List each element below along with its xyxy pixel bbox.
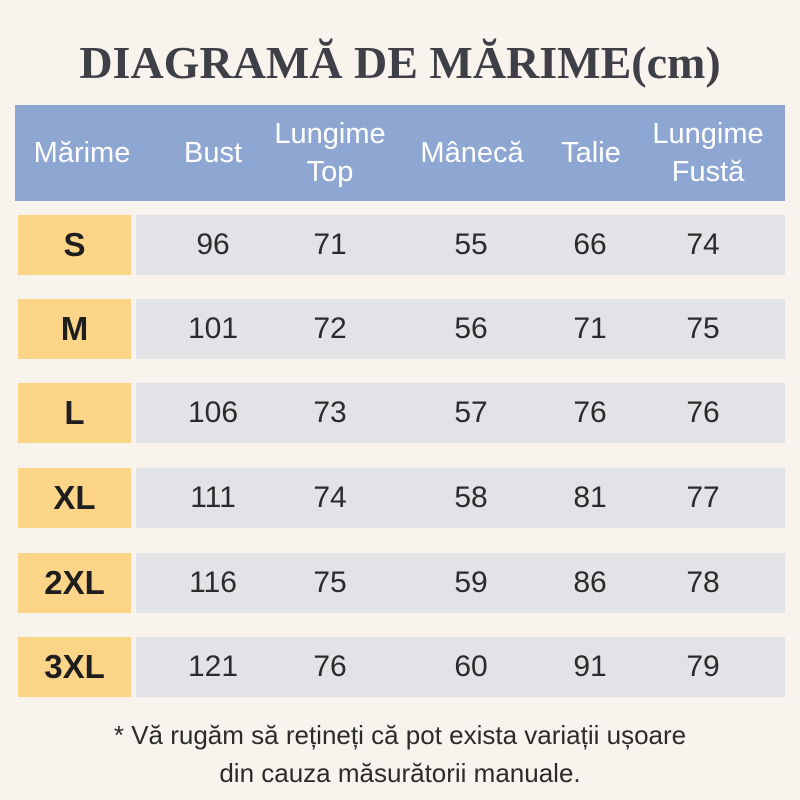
waist-value: 66: [573, 228, 607, 261]
table-row: XL 111 74 58 81 77: [15, 468, 785, 528]
table-row: 3XL 121 76 60 91 79: [15, 637, 785, 697]
sleeve-value: 57: [454, 396, 488, 429]
row-data-background: [136, 637, 785, 697]
header-waist: Talie: [561, 137, 621, 169]
top-length-value: 73: [313, 396, 347, 429]
table-row: S 96 71 55 66 74: [15, 215, 785, 275]
bust-value: 106: [187, 396, 239, 429]
top-length-value: 76: [313, 650, 347, 683]
waist-value: 71: [573, 312, 607, 345]
row-data-background: [136, 553, 785, 613]
waist-value: 86: [573, 566, 607, 599]
row-data-background: [136, 299, 785, 359]
row-data-background: [136, 383, 785, 443]
size-cell: XL: [18, 468, 131, 528]
top-length-value: 74: [313, 481, 347, 514]
header-top-length: Lungime Top: [274, 118, 386, 188]
sleeve-value: 59: [454, 566, 488, 599]
table-row: 2XL 116 75 59 86 78: [15, 553, 785, 613]
sleeve-value: 56: [454, 312, 488, 345]
page-title: DIAGRAMĂ DE MĂRIME(cm): [79, 37, 721, 88]
row-data-background: [136, 468, 785, 528]
bust-value: 121: [187, 650, 239, 683]
top-length-value: 75: [313, 566, 347, 599]
sleeve-value: 58: [454, 481, 488, 514]
row-data-background: [136, 215, 785, 275]
measurement-note: * Vă rugăm să rețineți că pot exista var…: [0, 716, 800, 792]
note-line-2: din cauza măsurătorii manuale.: [219, 758, 581, 788]
bust-value: 111: [190, 481, 236, 514]
top-length-value: 71: [313, 228, 347, 261]
waist-value: 81: [573, 481, 607, 514]
note-line-1: * Vă rugăm să rețineți că pot exista var…: [113, 720, 687, 750]
header-bust: Bust: [183, 137, 243, 169]
waist-value: 91: [573, 650, 607, 683]
header-skirt-length: Lungime Fustă: [652, 118, 764, 188]
table-row: M 101 72 56 71 75: [15, 299, 785, 359]
waist-value: 76: [573, 396, 607, 429]
table-header: Mărime Bust Lungime Top Mânecă Talie Lun…: [15, 105, 785, 201]
bust-value: 116: [189, 566, 237, 599]
bust-value: 101: [187, 312, 239, 345]
sleeve-value: 60: [454, 650, 488, 683]
table-row: L 106 73 57 76 76: [15, 383, 785, 443]
size-cell: 3XL: [18, 637, 131, 697]
skirt-length-value: 77: [686, 481, 720, 514]
size-cell: M: [18, 299, 131, 359]
size-cell: L: [18, 383, 131, 443]
skirt-length-value: 74: [686, 228, 720, 261]
skirt-length-value: 79: [686, 650, 720, 683]
skirt-length-value: 76: [686, 396, 720, 429]
skirt-length-value: 75: [686, 312, 720, 345]
bust-value: 96: [196, 228, 230, 261]
top-length-value: 72: [313, 312, 347, 345]
header-sleeve: Mânecă: [420, 137, 524, 169]
size-cell: S: [18, 215, 131, 275]
skirt-length-value: 78: [686, 566, 720, 599]
size-cell: 2XL: [18, 553, 131, 613]
header-size: Mărime: [33, 137, 131, 169]
sleeve-value: 55: [454, 228, 488, 261]
